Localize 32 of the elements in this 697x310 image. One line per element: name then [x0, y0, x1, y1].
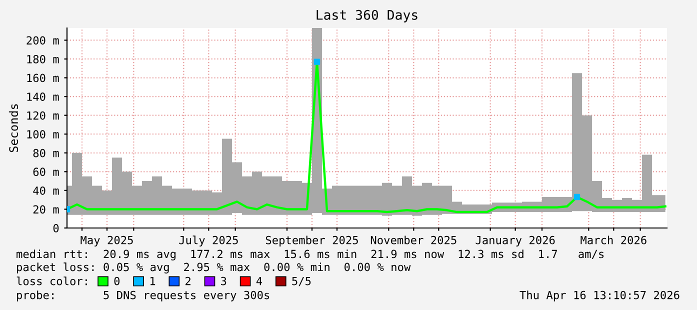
legend-label: 5/5: [292, 276, 311, 286]
legend-label: 1: [150, 276, 156, 286]
legend-label: 2: [186, 276, 190, 286]
text: packet loss: 0.05 % avg 2.95 % max 0.00 % min 0.00 % now: [17, 262, 411, 274]
y-tick-label: 180 m: [27, 54, 59, 64]
y-tick-label: 120 m: [27, 111, 59, 120]
legend-label: 0: [114, 276, 120, 286]
point: [574, 194, 580, 200]
y-tick-label: 160 m: [27, 74, 59, 82]
y-tick-label: 80 m: [33, 148, 59, 158]
y-tick-label: 40 m: [33, 186, 59, 195]
text: median rtt: 20.9 ms avg 177.2 ms max 15.6 ms min 21.9 ms now 12.3 ms sd 1.7 am/s: [16, 250, 604, 260]
x-tick-label: November 2025: [370, 236, 456, 244]
legend-label: 3: [221, 276, 226, 286]
y-axis-title: Seconds: [8, 104, 18, 152]
y-tick-label: 100 m: [27, 130, 59, 139]
x-tick-label: September 2025: [266, 236, 358, 246]
y-tick-label: 140 m: [27, 92, 59, 101]
legend-title: loss color:: [16, 276, 87, 286]
point: [314, 58, 320, 65]
y-tick-label: 60 m: [33, 168, 59, 176]
y-tick-label: 0: [53, 224, 59, 232]
x-tick-label: March 2026: [580, 236, 646, 244]
x-tick-label: July 2025: [179, 236, 238, 246]
chart-title: Last 360 Days: [316, 10, 418, 22]
text: probe: 5 DNS requests every 300s: [17, 290, 270, 302]
y-tick-label: 200 m: [26, 36, 59, 45]
legend-label: 4: [256, 276, 262, 286]
x-tick-label: January 2026: [476, 236, 555, 246]
text: Thu Apr 16 13:10:57 2026: [520, 290, 680, 302]
x-tick-label: May 2025: [80, 236, 133, 246]
y-tick-label: 20 m: [33, 205, 59, 214]
